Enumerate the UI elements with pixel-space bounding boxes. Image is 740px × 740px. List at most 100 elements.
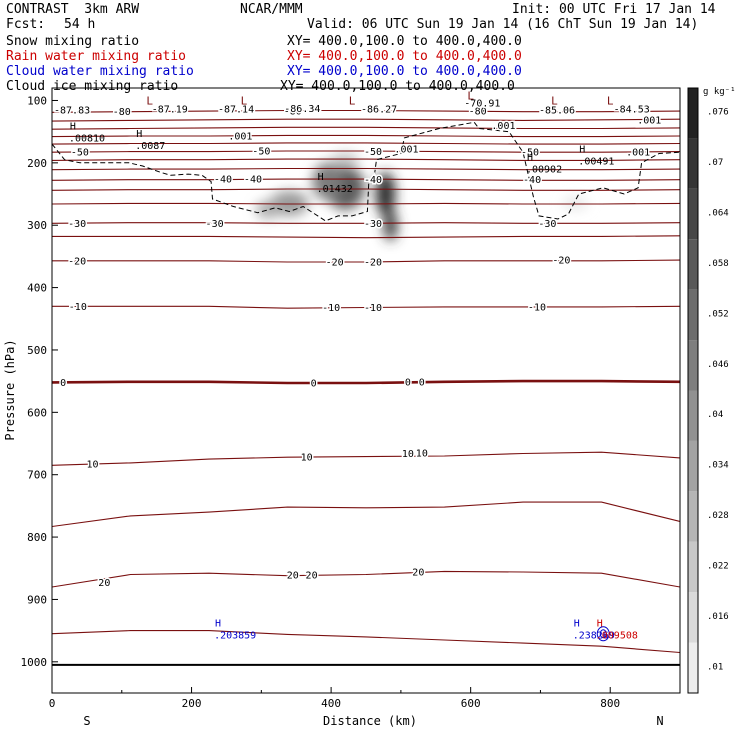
isotherm-18 xyxy=(52,570,680,588)
top-temp-label-7: -84.53 xyxy=(614,105,650,116)
high-marker-5: H xyxy=(215,619,221,630)
legend-rain-xy: XY= 400.0,100.0 to 400.0,400.0 xyxy=(287,49,522,64)
colorbar-swatch-11 xyxy=(688,88,698,139)
y-tick-label-6: 700 xyxy=(27,469,47,482)
y-tick-label-4: 500 xyxy=(27,344,47,357)
colorbar-swatch-1 xyxy=(688,592,698,643)
high-value-1: .0087 xyxy=(135,141,165,152)
legend-cloudwater-xy: XY= 400.0,100.0 to 400.0,400.0 xyxy=(287,64,522,79)
shading-blob-7 xyxy=(562,197,588,210)
isotherm-label-14-0: -10 xyxy=(69,302,87,313)
colorbar-swatch-10 xyxy=(688,138,698,189)
fcst-label: Fcst: xyxy=(6,17,46,32)
valid-time: Valid: 06 UTC Sun 19 Jan 14 (16 ChT Sun … xyxy=(307,17,699,32)
isotherm-8 xyxy=(52,178,680,181)
y-tick-label-1: 200 xyxy=(27,157,47,170)
ice-contour-label-3: .001 xyxy=(637,115,661,126)
isotherm-2 xyxy=(52,126,680,130)
mixing-ratio-shading xyxy=(255,152,588,241)
ice-contour-label-4: .001 xyxy=(626,148,650,159)
axes: 0 200 400 600 800100200300400500600700800900… xyxy=(21,94,621,710)
isotherm-label-5-0: -50 xyxy=(71,148,89,159)
low-marker-5: L xyxy=(607,94,614,107)
isotherm-label-15-0: 0 xyxy=(60,378,66,389)
y-tick-label-0: 100 xyxy=(27,94,47,107)
isotherm-label-0-2: -80 xyxy=(469,107,487,118)
isotherm-9 xyxy=(52,188,680,191)
colorbar-unit: g kg⁻¹ xyxy=(703,87,736,97)
isotherm-label-8-2: -40 xyxy=(364,175,382,186)
low-marker-4: L xyxy=(551,94,558,107)
colorbar-label-3: .028 xyxy=(707,511,729,521)
ice-contour-label-0: .001 xyxy=(228,132,252,143)
y-axis-label: Pressure (hPa) xyxy=(3,339,17,440)
cloud-water-contour-inner xyxy=(599,629,607,639)
temperature-contours xyxy=(52,109,680,666)
cloud-water-contour xyxy=(596,626,610,642)
high-value-5: .203859 xyxy=(214,631,256,642)
plot-frame xyxy=(51,87,681,694)
chart-title: CONTRAST 3km ARW xyxy=(6,2,140,17)
colorbar-swatch-7 xyxy=(688,289,698,341)
isotherm-label-0-1: -80 xyxy=(284,107,302,118)
isotherm-label-8-1: -40 xyxy=(244,175,262,186)
top-temp-label-2: -87.14 xyxy=(218,105,254,116)
top-temp-label-5: -70.91 xyxy=(464,98,500,109)
colorbar-label-8: .058 xyxy=(707,259,729,269)
isotherm-label-11-0: -30 xyxy=(68,219,86,230)
low-marker-1: L xyxy=(241,94,248,107)
isotherm-label-8-0: -40 xyxy=(214,175,232,186)
isotherm-label-18-0: 20 xyxy=(98,578,110,589)
x-tick-label-4: 800 xyxy=(600,697,620,710)
isotherm-label-13-2: -20 xyxy=(364,258,382,269)
colorbar-swatch-9 xyxy=(688,188,698,240)
isotherm-17 xyxy=(52,501,680,528)
isotherm-label-18-2: 20 xyxy=(306,571,318,582)
colorbar-label-11: .076 xyxy=(707,108,729,118)
contour-labels: -80 -80 -80 -50 -50 -50 -50 -40 -40 -40 -40 -30 -30 -… xyxy=(53,89,663,642)
legend-snow-name: Snow mixing ratio xyxy=(6,34,140,49)
top-temp-label-3: -86.34 xyxy=(284,104,320,115)
isotherm-4 xyxy=(52,142,680,145)
y-tick-label-9: 1000 xyxy=(21,656,48,669)
isotherm-label-5-2: -50 xyxy=(364,147,382,158)
isotherm-11 xyxy=(52,222,680,224)
init-time: Init: 00 UTC Fri 17 Jan 14 xyxy=(512,2,716,17)
high-marker-3: H xyxy=(527,153,533,164)
isotherm-label-13-1: -20 xyxy=(326,258,344,269)
colorbar-label-5: .04 xyxy=(707,410,723,420)
y-tick-label-2: 300 xyxy=(27,219,47,232)
shading-blob-6 xyxy=(331,152,360,168)
legend-cloudwater-name: Cloud water mixing ratio xyxy=(6,64,194,79)
isotherm-16 xyxy=(52,451,680,466)
isotherm-label-0-0: -80 xyxy=(113,107,131,118)
high-marker-2: H xyxy=(318,172,324,183)
isotherm-label-15-1: 0 xyxy=(311,379,317,390)
shading-blob-5 xyxy=(255,200,281,219)
high-value-3: .00902 xyxy=(526,165,562,176)
x-axis-label: Distance (km) xyxy=(323,714,417,728)
y-tick-label-7: 800 xyxy=(27,531,47,544)
colorbar-swatch-0 xyxy=(688,642,698,693)
colorbar-frame xyxy=(687,87,699,694)
colorbar-label-4: .034 xyxy=(707,461,729,471)
colorbar-swatch-5 xyxy=(688,390,698,441)
isotherm-14 xyxy=(52,305,680,309)
high-marker-4: H xyxy=(579,145,585,156)
colorbar-label-7: .052 xyxy=(707,309,729,319)
low-marker-2: L xyxy=(349,94,356,107)
colorbar-label-1: .016 xyxy=(707,612,729,622)
isotherm-label-11-3: -30 xyxy=(538,219,556,230)
x-tick-label-1: 200 xyxy=(182,697,202,710)
isotherm-7 xyxy=(52,167,680,171)
colorbar-swatch-3 xyxy=(688,491,698,542)
ice-contour-line xyxy=(52,121,680,222)
colorbar-label-2: .022 xyxy=(707,561,729,571)
isotherm-10 xyxy=(52,202,680,205)
top-temp-label-0: -87.83 xyxy=(54,105,90,116)
ice-contour-label-2: .001 xyxy=(491,121,515,132)
isotherm-19 xyxy=(52,630,680,654)
isotherm-label-14-2: -10 xyxy=(364,303,382,314)
y-tick-label-8: 900 xyxy=(27,593,47,606)
